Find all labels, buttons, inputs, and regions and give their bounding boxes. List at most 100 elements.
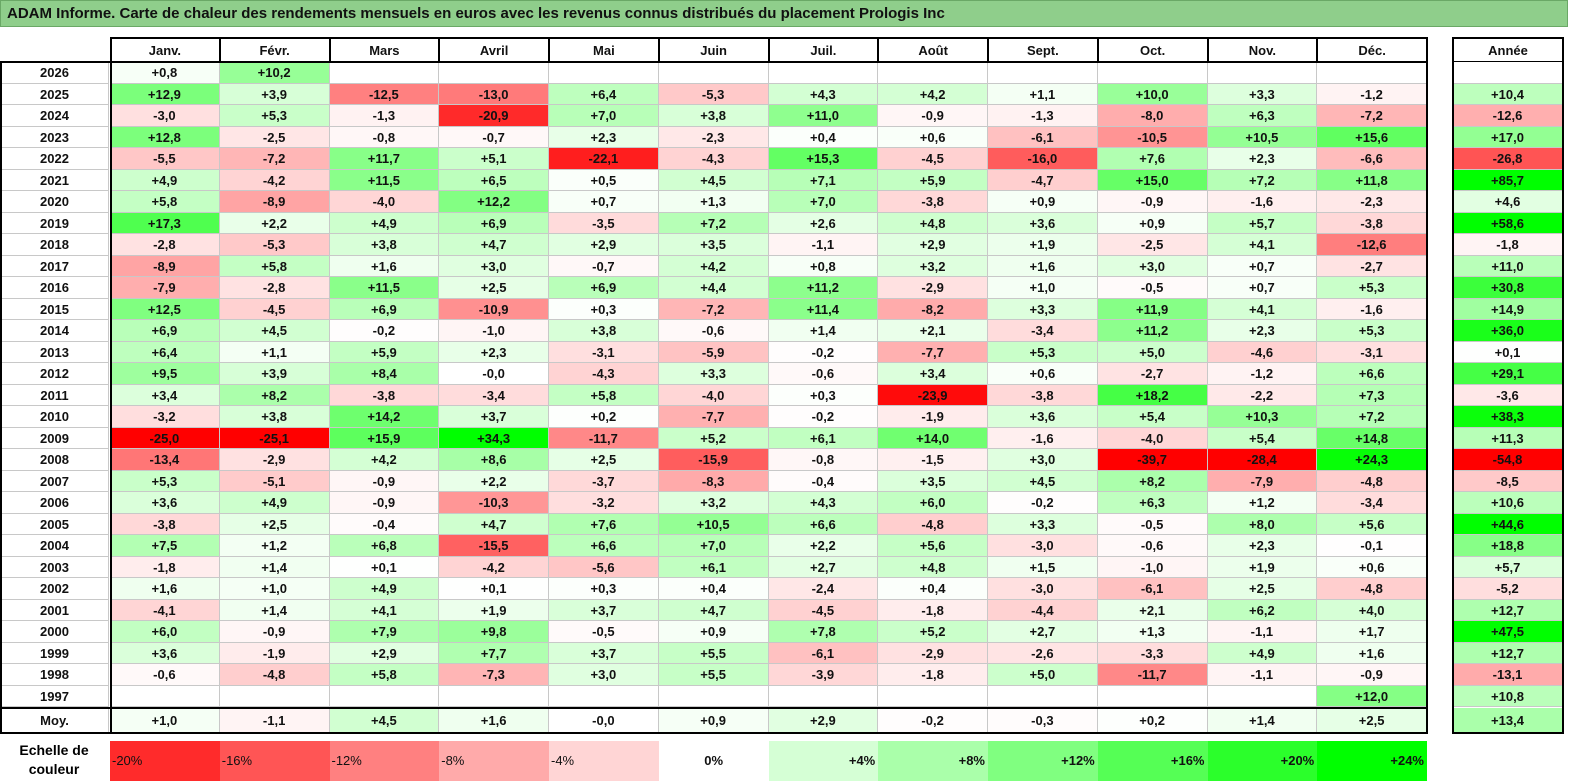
heatmap-cell: -1,9 xyxy=(878,406,988,428)
heatmap-cell: +3,6 xyxy=(110,492,220,514)
heatmap-cell: +3,7 xyxy=(549,642,659,664)
month-header: Sept. xyxy=(988,37,1098,62)
heatmap-cell: -3,8 xyxy=(988,384,1098,406)
heatmap-cell: +5,8 xyxy=(110,191,220,213)
heatmap-cell xyxy=(439,62,549,84)
heatmap-cell: -1,0 xyxy=(1097,556,1208,578)
heatmap-cell: +3,4 xyxy=(110,384,220,406)
heatmap-cell: -0,4 xyxy=(329,513,440,535)
heatmap-cell: -25,1 xyxy=(219,427,330,449)
heatmap-cell: -0,2 xyxy=(768,341,879,363)
heatmap-cell: +0,3 xyxy=(549,578,659,600)
color-scale-stop: 0% xyxy=(658,741,769,781)
annual-cell: +10,6 xyxy=(1453,492,1563,514)
heatmap-cell xyxy=(219,685,330,707)
heatmap-cell: +5,2 xyxy=(658,427,769,449)
heatmap-cell: -8,9 xyxy=(110,255,220,277)
heatmap-cell: -2,2 xyxy=(1207,384,1318,406)
heatmap-cell xyxy=(110,685,220,707)
heatmap-cell: +8,4 xyxy=(329,363,440,385)
heatmap-cell: +0,3 xyxy=(549,298,659,320)
heatmap-cell: +11,2 xyxy=(1097,320,1208,342)
heatmap-cell: -2,5 xyxy=(1097,234,1208,256)
heatmap-cell: +5,8 xyxy=(329,664,440,686)
row-year-label: 2025 xyxy=(1,83,109,105)
heatmap-cell: -7,2 xyxy=(219,148,330,170)
row-year-label: 2017 xyxy=(1,255,109,277)
month-header: Août xyxy=(878,37,988,62)
heatmap-cell: -4,0 xyxy=(658,384,769,406)
color-scale-stop: +4% xyxy=(768,741,879,781)
heatmap-cell: +1,1 xyxy=(988,83,1098,105)
heatmap-cell: +2,3 xyxy=(439,341,549,363)
heatmap-cell: -3,1 xyxy=(1317,341,1427,363)
heatmap-cell: +2,3 xyxy=(549,126,659,148)
heatmap-cell: +11,7 xyxy=(329,148,440,170)
heatmap-cell: -25,0 xyxy=(110,427,220,449)
heatmap-cell: -3,2 xyxy=(549,492,659,514)
heatmap-cell: +1,9 xyxy=(1207,556,1318,578)
color-scale-stop: +12% xyxy=(988,741,1098,781)
annual-cell: +10,4 xyxy=(1453,83,1563,105)
heatmap-cell: -8,3 xyxy=(658,470,769,492)
row-year-label: 2013 xyxy=(1,341,109,363)
heatmap-cell: +2,3 xyxy=(1207,535,1318,557)
color-scale-stop: -8% xyxy=(439,741,549,781)
heatmap-cell: +7,0 xyxy=(768,191,879,213)
heatmap-cell: -0,0 xyxy=(439,363,549,385)
heatmap-cell: -0,4 xyxy=(768,470,879,492)
heatmap-cell: +1,0 xyxy=(219,578,330,600)
heatmap-cell: +5,0 xyxy=(988,664,1098,686)
heatmap-cell: -0,6 xyxy=(1097,535,1208,557)
heatmap-cell: +7,2 xyxy=(1207,169,1318,191)
row-year-label: 2026 xyxy=(1,62,109,84)
heatmap-cell: -4,0 xyxy=(1097,427,1208,449)
heatmap-cell: +7,7 xyxy=(439,642,549,664)
average-cell: +1,0 xyxy=(110,708,220,733)
heatmap-cell: -7,9 xyxy=(110,277,220,299)
heatmap-cell xyxy=(549,685,659,707)
heatmap-cell: +10,2 xyxy=(219,62,330,84)
heatmap-cell: +6,6 xyxy=(1317,363,1427,385)
heatmap-cell: +15,0 xyxy=(1097,169,1208,191)
heatmap-cell: +24,3 xyxy=(1317,449,1427,471)
annual-cell: -5,2 xyxy=(1453,578,1563,600)
heatmap-cell: +0,1 xyxy=(439,578,549,600)
heatmap-cell: -0,6 xyxy=(110,664,220,686)
heatmap-cell: -4,8 xyxy=(219,664,330,686)
heatmap-cell: -1,3 xyxy=(988,105,1098,127)
heatmap-cell: +15,3 xyxy=(768,148,879,170)
heatmap-cell: -22,1 xyxy=(549,148,659,170)
heatmap-cell: -0,5 xyxy=(549,621,659,643)
average-cell: +1,4 xyxy=(1207,708,1318,733)
heatmap-cell: -4,8 xyxy=(1317,578,1427,600)
annual-cell: +30,8 xyxy=(1453,277,1563,299)
heatmap-cell: +2,5 xyxy=(1207,578,1318,600)
annual-cell: -3,6 xyxy=(1453,384,1563,406)
heatmap-cell: +0,4 xyxy=(878,578,988,600)
heatmap-cell: +3,7 xyxy=(549,599,659,621)
heatmap-cell: +14,0 xyxy=(878,427,988,449)
heatmap-cell: +6,5 xyxy=(439,169,549,191)
heatmap-cell: +3,3 xyxy=(1207,83,1318,105)
heatmap-cell: +7,0 xyxy=(549,105,659,127)
heatmap-cell: +3,9 xyxy=(219,83,330,105)
heatmap-cell: +2,9 xyxy=(878,234,988,256)
heatmap-cell: +10,5 xyxy=(658,513,769,535)
heatmap-cell: +3,8 xyxy=(219,406,330,428)
heatmap-cell: -1,1 xyxy=(1207,664,1318,686)
heatmap-cell: +7,6 xyxy=(1097,148,1208,170)
heatmap-cell: -0,9 xyxy=(1097,191,1208,213)
heatmap-cell: +3,8 xyxy=(549,320,659,342)
heatmap-cell: +0,6 xyxy=(988,363,1098,385)
heatmap-cell: -0,9 xyxy=(329,492,440,514)
annual-cell: -8,5 xyxy=(1453,470,1563,492)
heatmap-cell: -0,2 xyxy=(329,320,440,342)
heatmap-cell: +5,5 xyxy=(658,664,769,686)
heatmap-cell: +0,4 xyxy=(658,578,769,600)
heatmap-cell: +3,3 xyxy=(988,513,1098,535)
heatmap-cell: +3,8 xyxy=(658,105,769,127)
heatmap-cell: -0,9 xyxy=(1317,664,1427,686)
heatmap-cell: +5,9 xyxy=(329,341,440,363)
heatmap-cell xyxy=(549,62,659,84)
